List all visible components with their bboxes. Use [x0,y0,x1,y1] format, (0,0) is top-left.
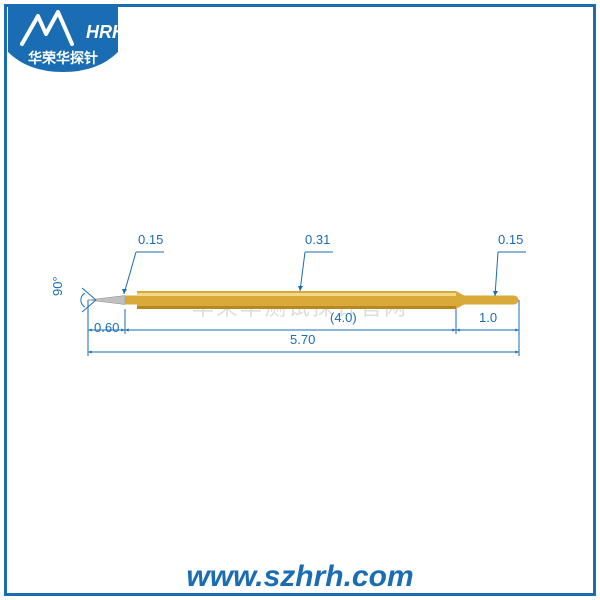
svg-text:1.0: 1.0 [479,310,497,325]
diagram-canvas: 90° 0.15 0.31 0.15 0.60 (4.0) 1.0 5.70 [0,0,600,600]
website-url: www.szhrh.com [0,560,600,594]
svg-text:0.15: 0.15 [138,232,163,247]
svg-text:0.15: 0.15 [498,232,523,247]
svg-text:(4.0): (4.0) [330,310,357,325]
svg-text:90°: 90° [50,276,65,296]
svg-text:5.70: 5.70 [290,332,315,347]
svg-text:0.60: 0.60 [94,320,119,335]
svg-text:0.31: 0.31 [305,232,330,247]
url-text: www.szhrh.com [186,560,413,593]
